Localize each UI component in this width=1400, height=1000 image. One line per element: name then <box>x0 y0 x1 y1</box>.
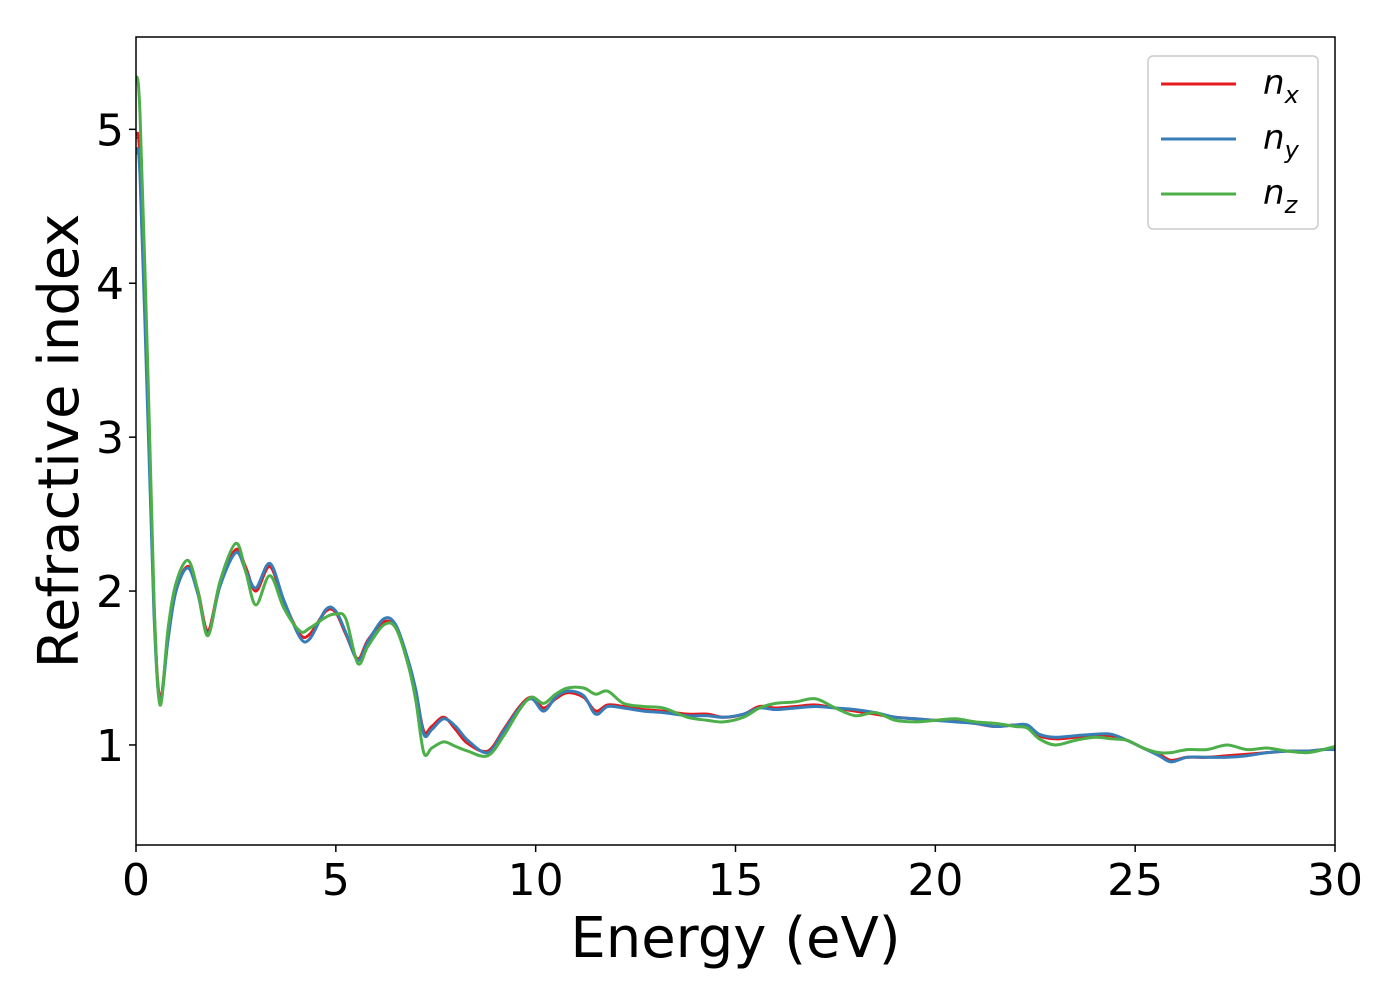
x-tick-label: 20 <box>907 855 963 906</box>
x-tick-label: 10 <box>508 855 564 906</box>
series-line-z <box>136 75 1335 758</box>
x-tick-label: 15 <box>708 855 764 906</box>
legend: nx ny nz <box>1147 55 1319 230</box>
y-tick-label: 3 <box>96 413 124 464</box>
legend-box <box>1147 55 1319 230</box>
y-tick-label: 2 <box>96 567 124 618</box>
x-tick-label: 0 <box>122 855 150 906</box>
x-tick-label: 25 <box>1107 855 1163 906</box>
x-axis-label: Energy (eV) <box>570 906 900 971</box>
x-tick-label: 30 <box>1307 855 1363 906</box>
series-layer <box>136 75 1335 764</box>
x-tick-label: 5 <box>322 855 350 906</box>
y-tick-label: 4 <box>96 259 124 310</box>
series-line-y <box>136 147 1335 764</box>
y-tick-label: 5 <box>96 105 124 156</box>
y-tick-label: 1 <box>96 721 124 772</box>
legend-label-x: nx <box>1263 63 1300 109</box>
y-axis-label: Refractive index <box>27 214 92 669</box>
legend-label-y: ny <box>1263 118 1300 164</box>
ticks-layer: 0 5 10 15 20 25 30 1 2 3 4 5 <box>96 105 1363 906</box>
legend-label-z: nz <box>1263 173 1299 219</box>
